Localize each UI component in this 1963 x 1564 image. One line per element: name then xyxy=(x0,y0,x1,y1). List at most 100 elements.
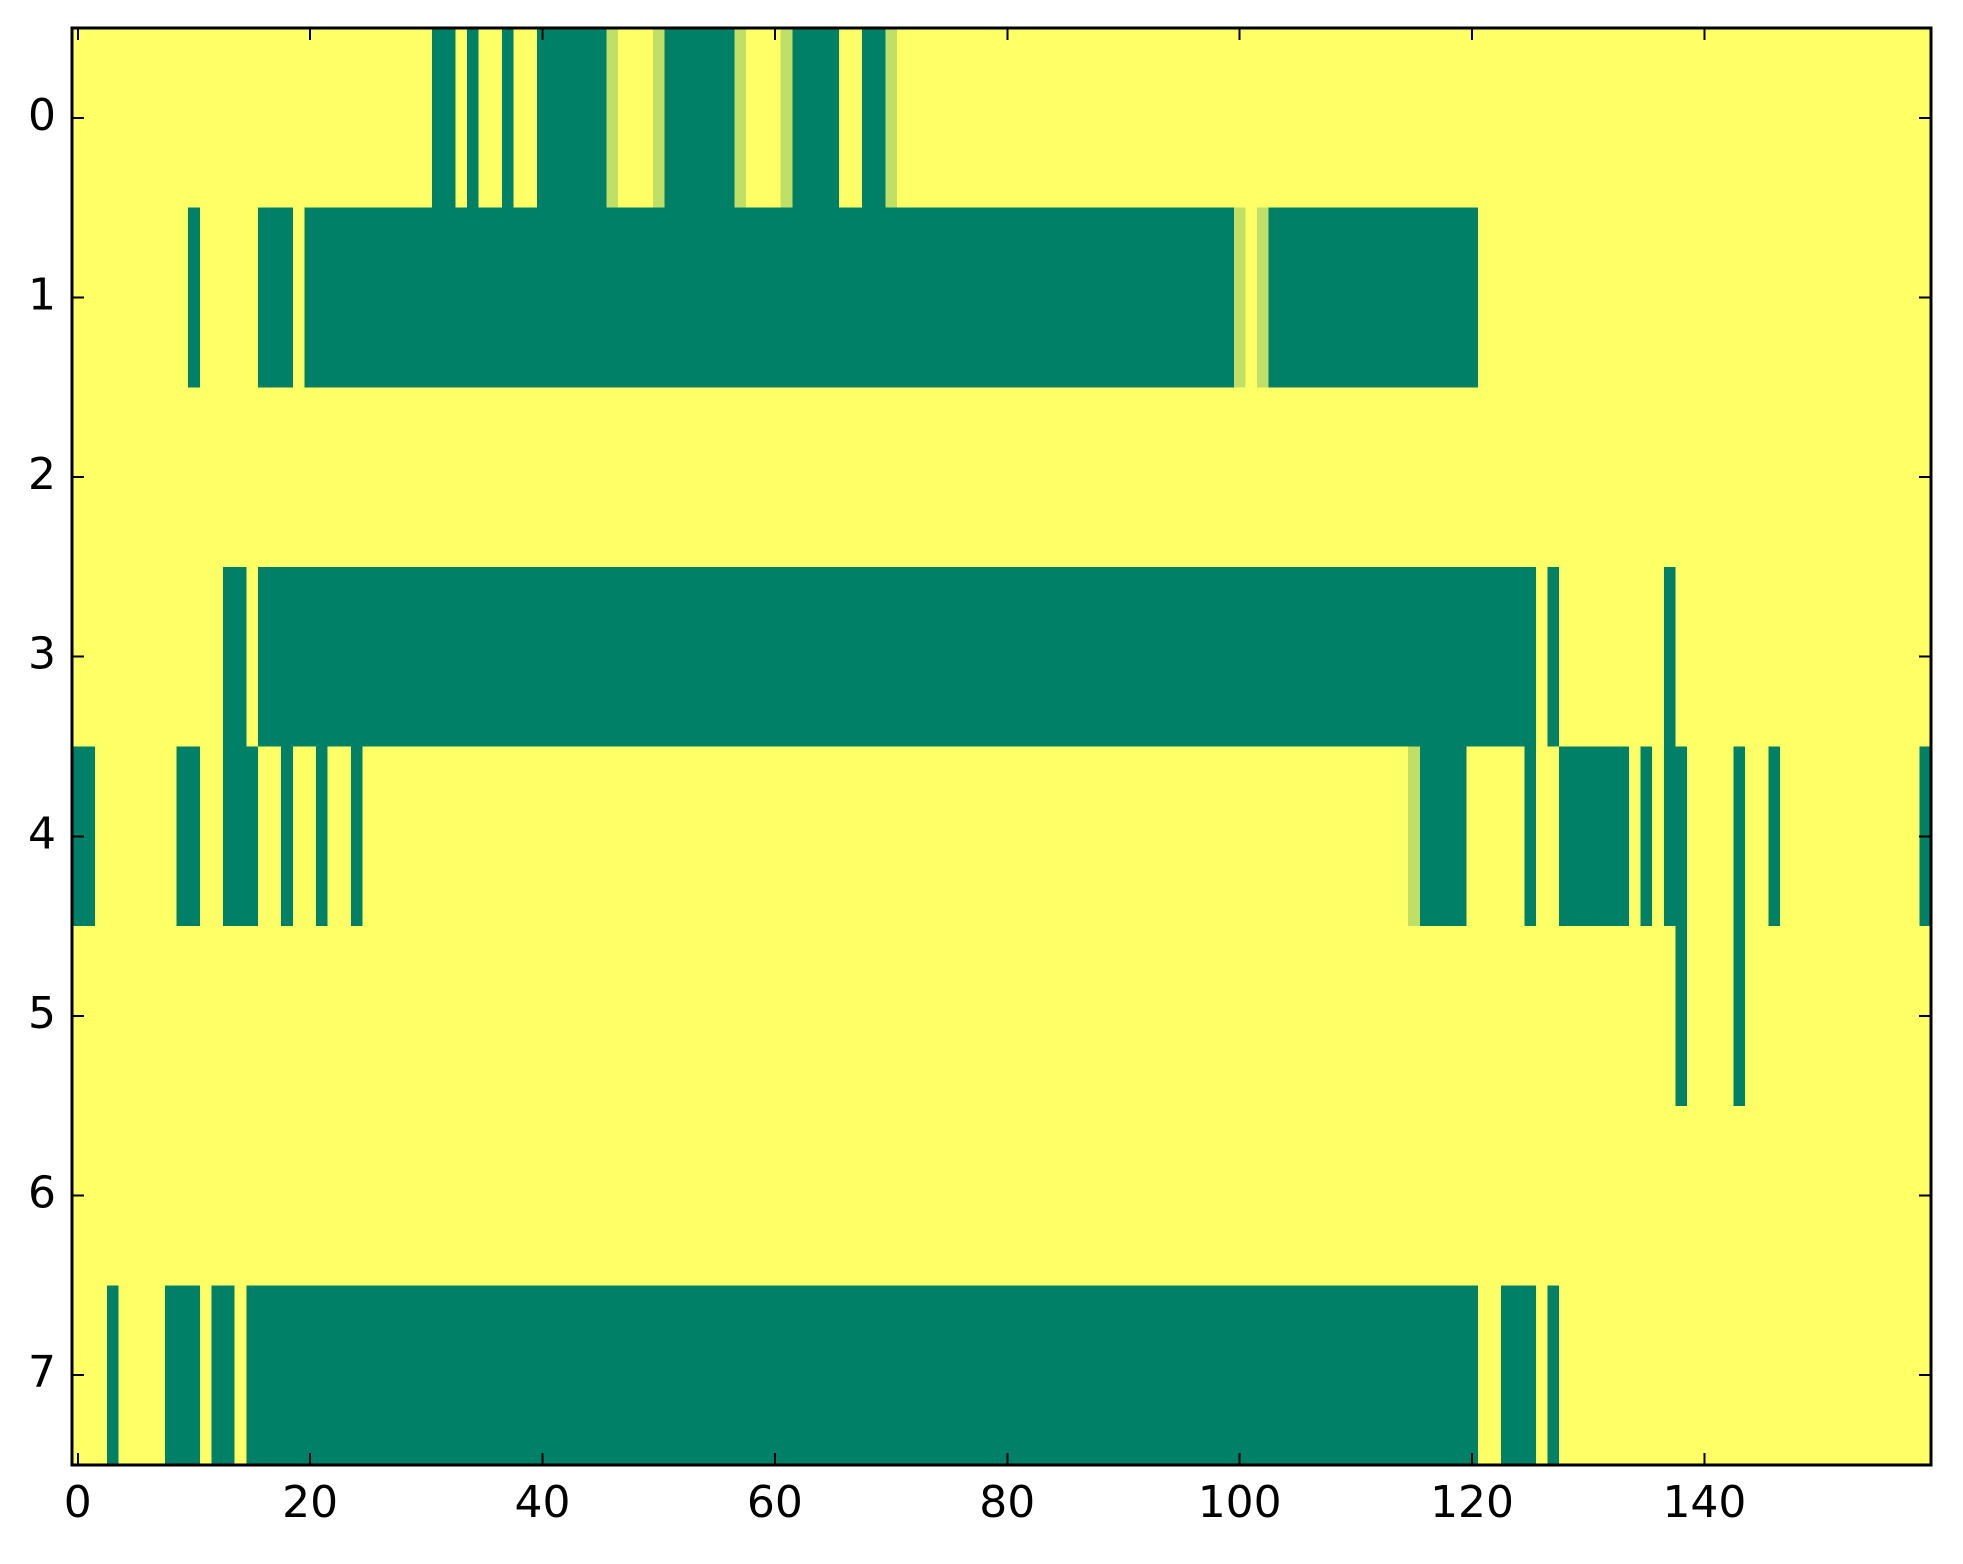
heatmap-cell xyxy=(1594,387,1607,568)
heatmap-cell xyxy=(1675,207,1688,388)
heatmap-cell xyxy=(1280,1105,1293,1286)
heatmap-cell xyxy=(1477,1105,1491,1286)
heatmap-cell xyxy=(1059,28,1072,209)
heatmap-cell xyxy=(513,566,526,748)
heatmap-cell xyxy=(374,1105,387,1286)
heatmap-cell xyxy=(1326,926,1340,1107)
heatmap-cell xyxy=(780,1285,793,1466)
heatmap-cell xyxy=(269,387,282,568)
heatmap-cell xyxy=(745,1105,759,1286)
heatmap-cell xyxy=(385,207,398,388)
heatmap-cell xyxy=(1779,387,1793,568)
heatmap-cell xyxy=(1733,387,1746,568)
heatmap-cell xyxy=(1721,1285,1735,1466)
heatmap-cell xyxy=(501,746,515,927)
heatmap-cell xyxy=(432,926,445,1107)
heatmap-cell xyxy=(246,926,259,1107)
heatmap-cell xyxy=(955,746,968,927)
heatmap-cell xyxy=(1768,1105,1781,1286)
heatmap-cell xyxy=(1570,566,1584,748)
heatmap-cell xyxy=(1524,207,1537,388)
heatmap-cell xyxy=(1466,387,1479,568)
heatmap-cell xyxy=(1756,1285,1769,1466)
heatmap-cell xyxy=(908,566,921,748)
heatmap-cell xyxy=(862,566,875,748)
heatmap-cell xyxy=(153,926,166,1107)
heatmap-cell xyxy=(1756,926,1769,1107)
heatmap-cell xyxy=(455,926,468,1107)
heatmap-cell xyxy=(95,1285,108,1466)
heatmap-cell xyxy=(1094,566,1107,748)
heatmap-cell xyxy=(1431,28,1444,209)
heatmap-cell xyxy=(1605,1285,1618,1466)
heatmap-cell xyxy=(1803,1285,1816,1466)
heatmap-cell xyxy=(1907,1105,1920,1286)
heatmap-cell xyxy=(315,566,329,748)
heatmap-cell xyxy=(362,28,375,209)
heatmap-cell xyxy=(1024,926,1037,1107)
heatmap-cell xyxy=(769,1105,782,1286)
heatmap-cell xyxy=(1489,746,1502,927)
heatmap-cell xyxy=(1443,566,1456,748)
heatmap-cell xyxy=(862,926,875,1107)
heatmap-cell xyxy=(838,566,852,748)
heatmap-cell xyxy=(1663,1105,1676,1286)
heatmap-cell xyxy=(1245,207,1258,388)
heatmap-cell xyxy=(350,387,364,568)
heatmap-cell xyxy=(1861,1285,1874,1466)
y-tick-label: 3 xyxy=(28,629,56,680)
heatmap-cell xyxy=(1721,387,1735,568)
heatmap-cell xyxy=(1036,1285,1049,1466)
heatmap-cell xyxy=(350,28,364,209)
heatmap-cell xyxy=(629,387,642,568)
heatmap-cell xyxy=(1838,28,1851,209)
heatmap-cell xyxy=(1408,926,1421,1107)
heatmap-cell xyxy=(408,387,422,568)
heatmap-cell xyxy=(1663,926,1676,1107)
heatmap-cell xyxy=(467,387,480,568)
heatmap-cell xyxy=(315,207,329,388)
heatmap-cell xyxy=(1698,28,1711,209)
heatmap-cell xyxy=(908,926,921,1107)
heatmap-cell xyxy=(350,566,364,748)
heatmap-cell xyxy=(1408,1105,1421,1286)
heatmap-cell xyxy=(1024,1285,1037,1466)
heatmap-cell xyxy=(234,1285,247,1466)
heatmap-cell xyxy=(106,1285,120,1466)
x-tick-label: 100 xyxy=(1198,1477,1282,1528)
heatmap-cell xyxy=(1454,387,1467,568)
heatmap-cell xyxy=(745,566,759,748)
heatmap-cell xyxy=(1872,746,1886,927)
heatmap-cell xyxy=(118,28,131,209)
heatmap-cell xyxy=(1838,926,1851,1107)
heatmap xyxy=(72,28,1932,1466)
heatmap-cell xyxy=(467,1105,480,1286)
heatmap-cell xyxy=(594,1285,608,1466)
heatmap-cell xyxy=(1710,28,1723,209)
heatmap-cell xyxy=(966,746,979,927)
heatmap-cell xyxy=(420,387,433,568)
heatmap-cell xyxy=(885,746,898,927)
heatmap-cell xyxy=(583,566,596,748)
heatmap-cell xyxy=(966,566,979,748)
heatmap-cell xyxy=(1443,1285,1456,1466)
heatmap-cell xyxy=(1140,207,1154,388)
heatmap-cell xyxy=(699,1105,712,1286)
heatmap-cell xyxy=(1477,746,1491,927)
heatmap-cell xyxy=(420,1105,433,1286)
heatmap-cell xyxy=(153,28,166,209)
heatmap-cell xyxy=(711,926,724,1107)
heatmap-cell xyxy=(1570,746,1584,927)
heatmap-cell xyxy=(1268,566,1281,748)
heatmap-cell xyxy=(1698,1105,1711,1286)
heatmap-cell xyxy=(838,387,852,568)
heatmap-cell xyxy=(769,207,782,388)
heatmap-cell xyxy=(1117,1105,1130,1286)
heatmap-cell xyxy=(1268,28,1281,209)
heatmap-cell xyxy=(1617,1105,1630,1286)
heatmap-cell xyxy=(1233,1105,1247,1286)
heatmap-cell xyxy=(478,1105,491,1286)
heatmap-cell xyxy=(885,926,898,1107)
heatmap-cell xyxy=(1094,387,1107,568)
heatmap-cell xyxy=(350,1285,364,1466)
